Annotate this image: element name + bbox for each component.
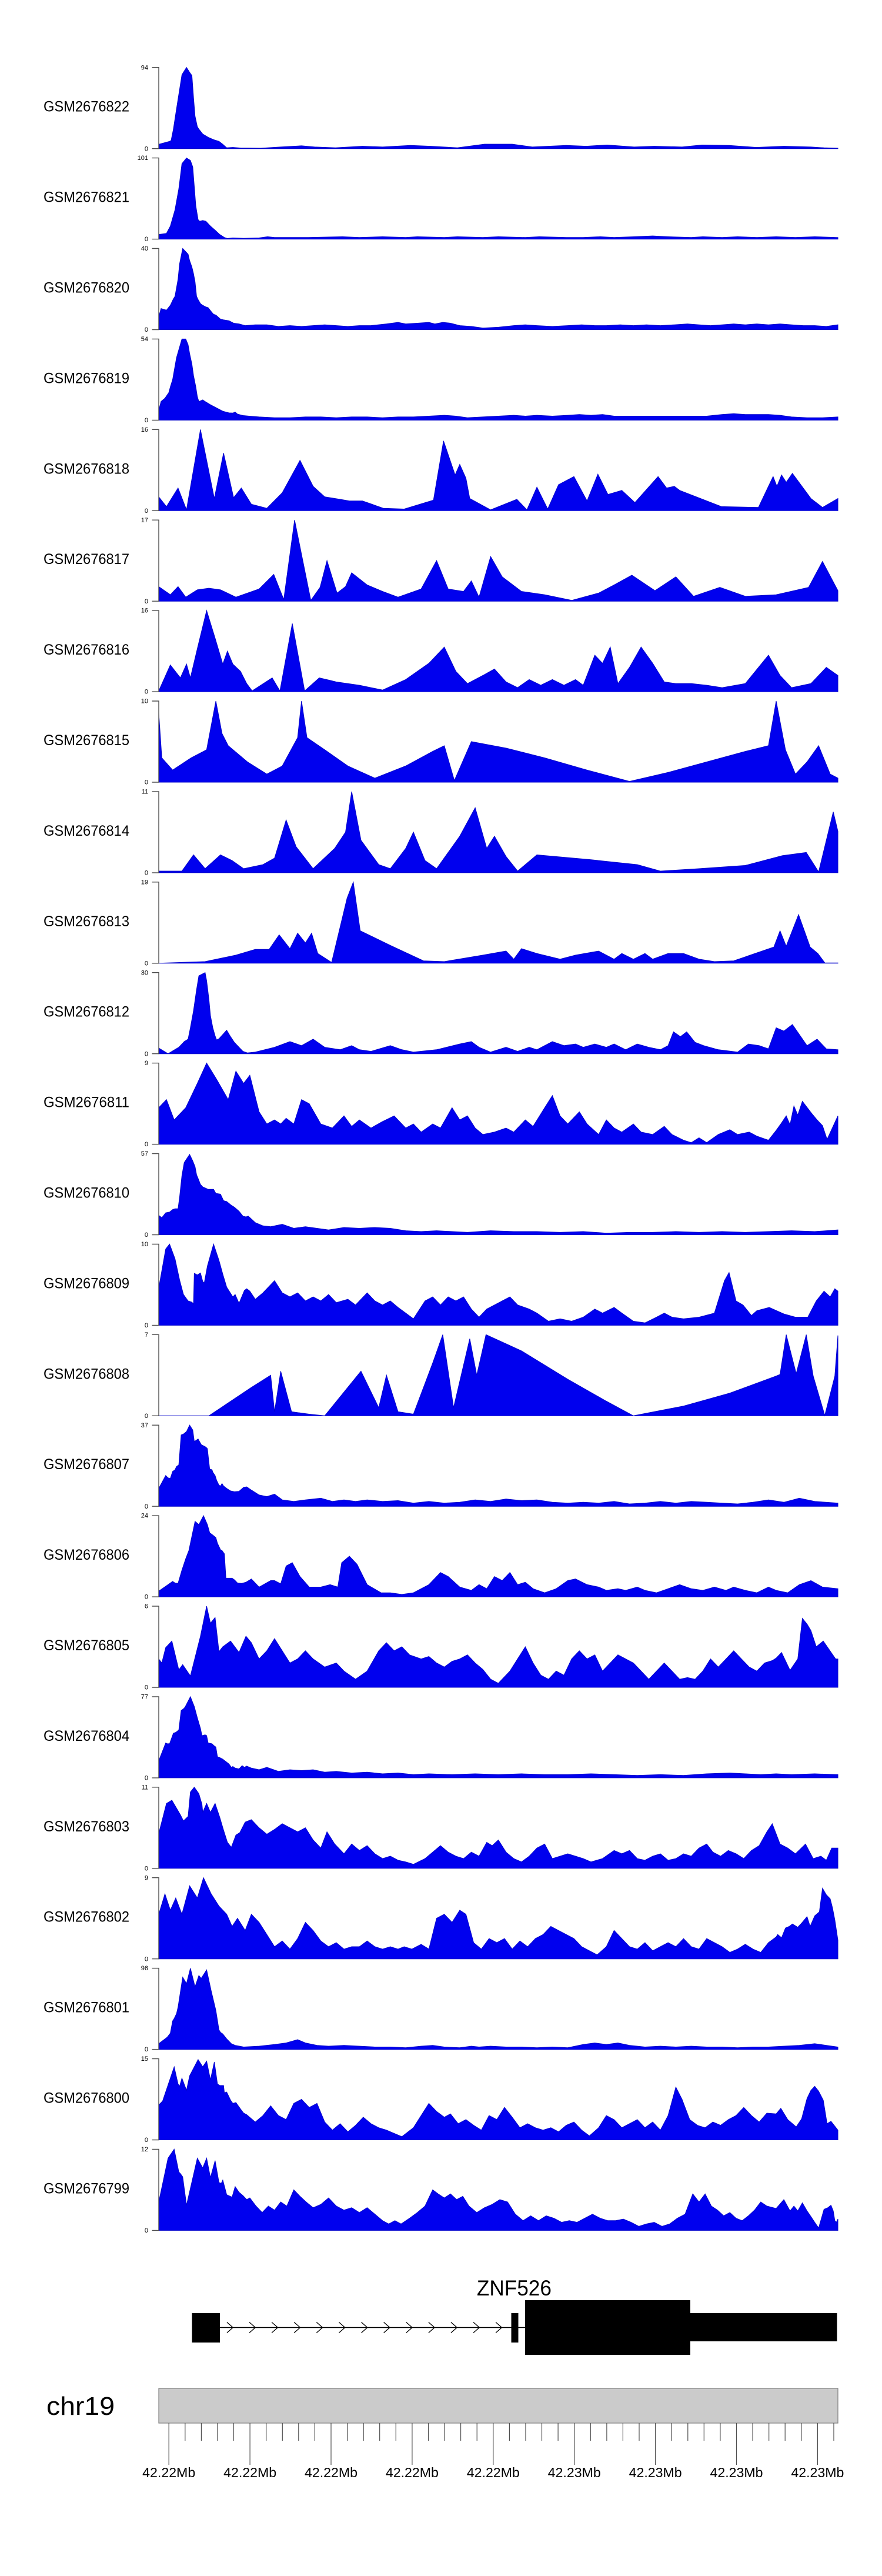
- svg-text:17: 17: [141, 517, 148, 524]
- svg-text:19: 19: [141, 879, 148, 886]
- svg-text:GSM2676805: GSM2676805: [44, 1637, 129, 1654]
- svg-text:15: 15: [141, 2056, 148, 2063]
- svg-text:0: 0: [145, 508, 148, 515]
- svg-text:GSM2676808: GSM2676808: [44, 1366, 129, 1382]
- svg-text:0: 0: [145, 1865, 148, 1872]
- svg-text:42.23Mb: 42.23Mb: [791, 2465, 844, 2480]
- svg-text:96: 96: [141, 1965, 148, 1972]
- svg-text:0: 0: [145, 870, 148, 877]
- svg-text:GSM2676817: GSM2676817: [44, 551, 129, 568]
- svg-text:GSM2676816: GSM2676816: [44, 642, 129, 658]
- svg-text:11: 11: [142, 789, 148, 796]
- svg-text:42.23Mb: 42.23Mb: [710, 2465, 763, 2480]
- svg-text:16: 16: [141, 608, 148, 615]
- svg-text:0: 0: [145, 779, 148, 786]
- svg-text:101: 101: [138, 155, 148, 162]
- svg-text:ZNF526: ZNF526: [477, 2276, 552, 2300]
- svg-text:0: 0: [145, 1413, 148, 1420]
- svg-text:GSM2676804: GSM2676804: [44, 1728, 129, 1744]
- svg-text:94: 94: [141, 64, 148, 71]
- svg-text:6: 6: [145, 1603, 148, 1610]
- svg-text:10: 10: [141, 698, 148, 705]
- svg-text:42.23Mb: 42.23Mb: [548, 2465, 601, 2480]
- svg-text:GSM2676811: GSM2676811: [44, 1095, 129, 1111]
- svg-text:GSM2676806: GSM2676806: [44, 1547, 129, 1563]
- svg-text:42.22Mb: 42.22Mb: [223, 2465, 276, 2480]
- svg-text:0: 0: [145, 1594, 148, 1601]
- svg-text:9: 9: [145, 1874, 148, 1881]
- svg-text:GSM2676819: GSM2676819: [44, 370, 129, 386]
- svg-text:GSM2676803: GSM2676803: [44, 1818, 129, 1835]
- svg-text:42.22Mb: 42.22Mb: [467, 2465, 520, 2480]
- svg-text:0: 0: [145, 145, 148, 152]
- svg-text:0: 0: [145, 1684, 148, 1691]
- svg-text:0: 0: [145, 2137, 148, 2144]
- svg-text:GSM2676810: GSM2676810: [44, 1185, 129, 1202]
- svg-text:0: 0: [145, 598, 148, 605]
- svg-text:GSM2676818: GSM2676818: [44, 461, 129, 477]
- svg-text:24: 24: [141, 1513, 148, 1520]
- svg-text:GSM2676802: GSM2676802: [44, 1909, 129, 1926]
- svg-text:GSM2676799: GSM2676799: [44, 2180, 129, 2197]
- svg-text:GSM2676801: GSM2676801: [44, 2000, 129, 2016]
- svg-text:GSM2676807: GSM2676807: [44, 1456, 129, 1473]
- svg-text:12: 12: [141, 2146, 148, 2153]
- svg-text:GSM2676815: GSM2676815: [44, 732, 129, 749]
- svg-text:GSM2676813: GSM2676813: [44, 913, 129, 930]
- svg-text:0: 0: [145, 960, 148, 967]
- svg-text:GSM2676821: GSM2676821: [44, 189, 129, 206]
- svg-text:0: 0: [145, 1232, 148, 1239]
- svg-text:GSM2676820: GSM2676820: [44, 280, 129, 296]
- svg-text:0: 0: [145, 236, 148, 243]
- svg-text:10: 10: [141, 1241, 148, 1248]
- svg-text:0: 0: [145, 2046, 148, 2053]
- svg-text:0: 0: [145, 689, 148, 696]
- svg-text:77: 77: [141, 1694, 148, 1701]
- svg-text:GSM2676800: GSM2676800: [44, 2090, 129, 2107]
- svg-text:42.22Mb: 42.22Mb: [305, 2465, 358, 2480]
- svg-text:0: 0: [145, 1141, 148, 1148]
- svg-text:54: 54: [141, 336, 148, 343]
- svg-text:0: 0: [145, 1775, 148, 1782]
- svg-text:GSM2676812: GSM2676812: [44, 1004, 129, 1020]
- svg-text:30: 30: [141, 969, 148, 976]
- svg-text:GSM2676809: GSM2676809: [44, 1275, 129, 1292]
- svg-text:42.22Mb: 42.22Mb: [386, 2465, 439, 2480]
- svg-text:0: 0: [145, 2227, 148, 2234]
- svg-text:chr19: chr19: [46, 2392, 115, 2421]
- svg-text:0: 0: [145, 1503, 148, 1510]
- svg-text:42.23Mb: 42.23Mb: [629, 2465, 682, 2480]
- svg-text:0: 0: [145, 1322, 148, 1329]
- svg-text:7: 7: [145, 1332, 148, 1339]
- svg-text:42.22Mb: 42.22Mb: [142, 2465, 195, 2480]
- svg-text:GSM2676814: GSM2676814: [44, 823, 129, 839]
- svg-text:16: 16: [141, 426, 148, 433]
- svg-text:57: 57: [141, 1150, 148, 1157]
- svg-text:40: 40: [141, 245, 148, 252]
- svg-text:9: 9: [145, 1060, 148, 1067]
- svg-text:0: 0: [145, 417, 148, 424]
- svg-text:0: 0: [145, 1956, 148, 1963]
- svg-text:11: 11: [142, 1784, 148, 1791]
- svg-text:37: 37: [141, 1422, 148, 1429]
- svg-text:GSM2676822: GSM2676822: [44, 99, 129, 115]
- svg-text:0: 0: [145, 1050, 148, 1057]
- svg-text:0: 0: [145, 326, 148, 333]
